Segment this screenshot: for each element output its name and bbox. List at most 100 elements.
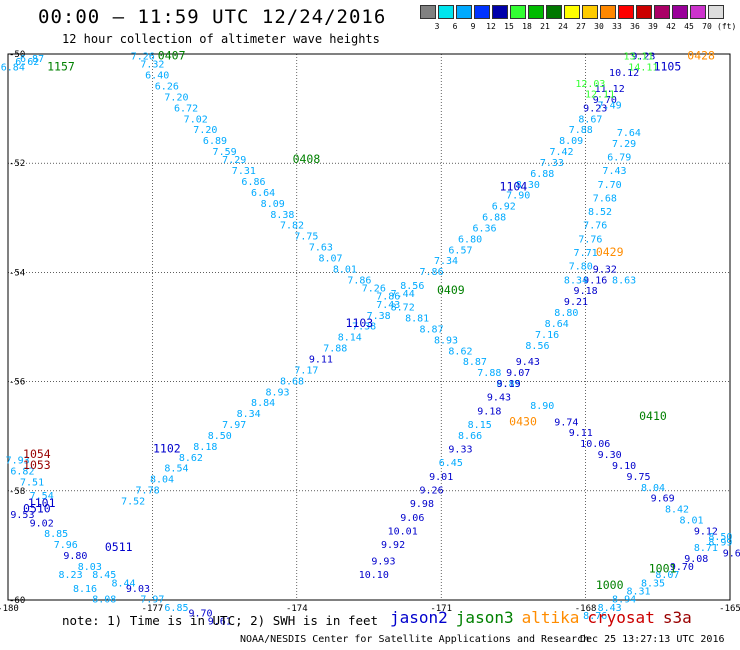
swh-observation: 8.52 [588, 207, 612, 218]
swh-observation: 9.16 [583, 275, 607, 286]
pass-id-label: 0430 [509, 414, 537, 428]
pass-id-label: 1104 [500, 180, 528, 194]
swh-observation: 8.99 [708, 537, 732, 548]
swh-observation: 9.23 [583, 103, 607, 114]
x-tick-label: -177 [142, 604, 164, 614]
legend-color-swatch [654, 5, 670, 19]
x-tick-label: -168 [575, 604, 597, 614]
swh-observation: 7.43 [376, 300, 400, 311]
swh-observation: 10.12 [609, 68, 639, 79]
swh-observation: 8.81 [405, 314, 429, 325]
swh-observation: 12.11 [585, 90, 615, 101]
swh-observation: 7.38 [352, 322, 376, 333]
swh-observation: 9.61 [208, 617, 232, 628]
legend-color-swatch [564, 5, 580, 19]
swh-observation: 8.68 [280, 376, 304, 387]
swh-observation: 8.43 [598, 603, 622, 614]
swh-observation: 7.96 [54, 540, 78, 551]
swh-observation: 9.30 [598, 450, 622, 461]
swh-observation: 8.09 [261, 199, 285, 210]
swh-observation: 7.29 [612, 139, 636, 150]
satellite-legend-cryosat: cryosat [587, 608, 655, 627]
y-tick-label: -54 [9, 268, 25, 278]
credit-text: NOAA/NESDIS Center for Satellite Applica… [240, 634, 590, 645]
swh-observation: 7.88 [569, 125, 593, 136]
swh-observation: 8.30 [516, 180, 540, 191]
swh-observation: 8.67 [578, 114, 602, 125]
swh-observation: 8.18 [193, 442, 217, 453]
swh-observation: 7.80 [569, 262, 593, 273]
swh-observation: 7.59 [213, 147, 237, 158]
legend-tick-label: 36 [630, 22, 640, 31]
plot-frame [7, 53, 731, 601]
swh-observation: 8.35 [641, 578, 665, 589]
swh-observation: 8.56 [525, 341, 549, 352]
legend-tick-label: 9 [470, 22, 476, 31]
swh-observation: 9.70 [188, 608, 212, 619]
pass-id-label: 1001 [649, 562, 677, 576]
swh-observation: 7.78 [136, 486, 160, 497]
swh-observation: 7.88 [477, 368, 501, 379]
swh-observation: 6.88 [482, 213, 506, 224]
legend-tick-label: 45 [684, 22, 694, 31]
swh-observation: 9.23 [631, 51, 655, 62]
swh-observation: 7.51 [20, 477, 44, 488]
pass-id-label: 0429 [596, 245, 624, 259]
swh-observation: 6.40 [145, 71, 169, 82]
swh-observation: 7.29 [222, 155, 246, 166]
swh-observation: 8.07 [655, 570, 679, 581]
swh-observation: 8.34 [564, 275, 588, 286]
swh-observation: 9.70 [593, 95, 617, 106]
swh-observation: 9.43 [487, 393, 511, 404]
swh-observation: 8.34 [237, 409, 261, 420]
legend-tick-label: 39 [648, 22, 658, 31]
legend-tick-label: 12 [486, 22, 496, 31]
swh-observation: 7.88 [323, 344, 347, 355]
swh-observation: 8.90 [530, 401, 554, 412]
swh-observation: 6.26 [155, 81, 179, 92]
pass-id-label: 0408 [293, 152, 321, 166]
swh-observation: 7.32 [140, 60, 164, 71]
legend-color-swatch [456, 5, 472, 19]
swh-observation: 7.63 [309, 243, 333, 254]
swh-observation: 7.38 [367, 311, 391, 322]
pass-id-label: 1000 [596, 578, 624, 592]
legend-tick-label: 18 [522, 22, 532, 31]
timestamp-text: Dec 25 13:27:13 UTC 2016 [580, 634, 725, 645]
swh-observation: 8.50 [708, 532, 732, 543]
swh-observation: 9.02 [30, 518, 54, 529]
swh-observation: 9.74 [554, 417, 578, 428]
legend-color-swatch [618, 5, 634, 19]
x-tick-label: -180 [0, 604, 19, 614]
swh-observation: 8.80 [554, 308, 578, 319]
swh-observation: 8.76 [583, 611, 607, 622]
satellite-legend-jason3: jason3 [455, 608, 514, 627]
swh-observation: 6.36 [472, 223, 496, 234]
swh-observation: 9.12 [694, 526, 718, 537]
pass-id-label: 1103 [346, 316, 374, 330]
swh-observation: 9.18 [574, 286, 598, 297]
observation-labels: 6.846.626.87 7.267.326.406.267.206.727.02… [1, 51, 740, 627]
swh-observation: 8.45 [92, 570, 116, 581]
pass-id-label: 0428 [687, 48, 715, 62]
swh-observation: 9.62 [723, 548, 740, 559]
x-tick-label: -174 [286, 604, 308, 614]
swh-observation: 8.56 [400, 281, 424, 292]
swh-observation: 8.54 [164, 464, 188, 475]
satellite-legend-s3a: s3a [662, 608, 692, 627]
swh-observation: 9.70 [670, 562, 694, 573]
swh-observation: 10.06 [580, 439, 610, 450]
swh-observation: 9.69 [651, 494, 675, 505]
pass-id-label: 0510 [23, 502, 51, 516]
swh-observation: 6.87 [20, 54, 44, 65]
swh-observation: 8.71 [694, 543, 718, 554]
legend-color-swatch [438, 5, 454, 19]
satellite-legend-altika: altika [521, 608, 580, 627]
swh-observation: 7.70 [598, 180, 622, 191]
swh-observation: 7.16 [535, 330, 559, 341]
swh-observation: 9.93 [371, 557, 395, 568]
pass-id-label: 1101 [28, 496, 56, 510]
swh-observation: 9.43 [516, 357, 540, 368]
note-text: note: 1) Time is in UTC; 2) SWH is in fe… [62, 613, 379, 628]
